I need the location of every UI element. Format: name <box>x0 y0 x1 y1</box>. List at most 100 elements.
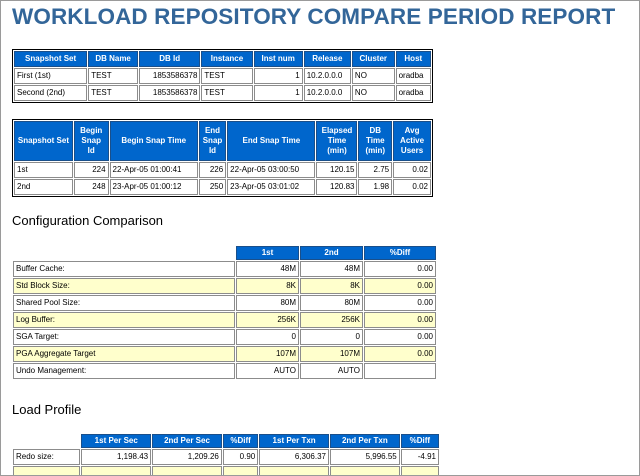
table-header-row: 1st Per Sec 2nd Per Sec %Diff 1st Per Tx… <box>13 434 439 448</box>
elapsed-time-cell: 120.83 <box>316 179 358 195</box>
table-row: Shared Pool Size: 80M 80M 0.00 <box>13 295 436 311</box>
first-value: AUTO <box>236 363 299 379</box>
end-snap-id-cell: 250 <box>198 179 227 195</box>
metric-label: Redo size: <box>13 449 81 465</box>
snap-time-table: Snapshot Set Begin Snap Id Begin Snap Ti… <box>12 119 433 197</box>
column-header: Snapshot Set <box>14 51 88 67</box>
release-cell: 10.2.0.0.0 <box>303 68 351 84</box>
column-header: End Snap Id <box>198 121 227 161</box>
diff-value: 0.00 <box>364 329 436 345</box>
begin-snap-id-cell: 248 <box>73 179 109 195</box>
end-snap-time-cell: 22-Apr-05 03:00:50 <box>227 162 316 178</box>
column-header: 1st <box>236 246 299 260</box>
column-header: DB Id <box>139 51 201 67</box>
host-cell: oradba <box>395 68 431 84</box>
first-per-txn-value: 6,306.37 <box>259 449 329 465</box>
column-header: Elapsed Time (min) <box>316 121 358 161</box>
column-header: Release <box>303 51 351 67</box>
table-row: 2nd 248 23-Apr-05 01:00:12 250 23-Apr-05… <box>14 179 431 195</box>
diff-value: 0.90 <box>222 449 259 465</box>
table-row: Redo size: 1,198.43 1,209.26 0.90 6,306.… <box>13 449 439 465</box>
column-header: Instance <box>201 51 253 67</box>
db-name-cell: TEST <box>88 68 138 84</box>
end-snap-id-cell: 226 <box>198 162 227 178</box>
partial-row-cell <box>13 466 81 475</box>
table-row: Std Block Size: 8K 8K 0.00 <box>13 278 436 294</box>
column-header: %Diff <box>222 434 259 448</box>
page-title: WORKLOAD REPOSITORY COMPARE PERIOD REPOR… <box>12 4 616 29</box>
diff-value: 0.00 <box>364 295 436 311</box>
first-value: 0 <box>236 329 299 345</box>
diff-value <box>364 363 436 379</box>
table-header-row: Snapshot Set Begin Snap Id Begin Snap Ti… <box>14 121 431 161</box>
inst-num-cell: 1 <box>253 85 303 101</box>
snapshot-set-cell: 1st <box>14 162 73 178</box>
load-section-heading: Load Profile <box>12 402 82 417</box>
partial-row-cell <box>259 466 329 475</box>
table-row: First (1st) TEST 1853586378 TEST 1 10.2.… <box>14 68 431 84</box>
column-header: %Diff <box>364 246 436 260</box>
begin-snap-time-cell: 22-Apr-05 01:00:41 <box>109 162 198 178</box>
column-header: Cluster <box>351 51 395 67</box>
partial-row-cell <box>330 466 400 475</box>
column-header: 2nd <box>300 246 363 260</box>
diff-value: -4.91 <box>400 449 439 465</box>
load-profile-table: 1st Per Sec 2nd Per Sec %Diff 1st Per Tx… <box>12 433 440 475</box>
metric-label: Buffer Cache: <box>13 261 235 277</box>
metric-label: Log Buffer: <box>13 312 235 328</box>
avg-active-users-cell: 0.02 <box>393 162 431 178</box>
avg-active-users-cell: 0.02 <box>393 179 431 195</box>
diff-value: 0.00 <box>364 278 436 294</box>
table-row: 1st 224 22-Apr-05 01:00:41 226 22-Apr-05… <box>14 162 431 178</box>
second-value: 107M <box>300 346 363 362</box>
release-cell: 10.2.0.0.0 <box>303 85 351 101</box>
column-header: 1st Per Sec <box>81 434 152 448</box>
config-section-heading: Configuration Comparison <box>12 213 164 228</box>
db-name-cell: TEST <box>88 85 138 101</box>
column-header: 2nd Per Txn <box>330 434 400 448</box>
table-row: PGA Aggregate Target 107M 107M 0.00 <box>13 346 436 362</box>
snapshot-set-cell: Second (2nd) <box>14 85 88 101</box>
db-id-cell: 1853586378 <box>139 68 201 84</box>
column-header: %Diff <box>400 434 439 448</box>
first-value: 80M <box>236 295 299 311</box>
column-header: Host <box>395 51 431 67</box>
first-value: 8K <box>236 278 299 294</box>
column-header: Begin Snap Time <box>109 121 198 161</box>
metric-label: PGA Aggregate Target <box>13 346 235 362</box>
partial-row-cell <box>400 466 439 475</box>
first-value: 107M <box>236 346 299 362</box>
table-header-row: Snapshot Set DB Name DB Id Instance Inst… <box>14 51 431 67</box>
config-table: 1st 2nd %Diff Buffer Cache: 48M 48M 0.00… <box>12 245 437 380</box>
begin-snap-id-cell: 224 <box>73 162 109 178</box>
table-row <box>13 466 439 475</box>
first-value: 256K <box>236 312 299 328</box>
table-row: Buffer Cache: 48M 48M 0.00 <box>13 261 436 277</box>
second-per-txn-value: 5,996.55 <box>330 449 400 465</box>
snapshot-set-cell: First (1st) <box>14 68 88 84</box>
db-time-cell: 2.75 <box>358 162 393 178</box>
column-header: DB Name <box>88 51 138 67</box>
diff-value: 0.00 <box>364 312 436 328</box>
blank-header <box>13 434 80 448</box>
instance-cell: TEST <box>201 68 253 84</box>
metric-label: Undo Management: <box>13 363 235 379</box>
second-value: 80M <box>300 295 363 311</box>
snapshot-set-cell: 2nd <box>14 179 73 195</box>
instance-cell: TEST <box>201 85 253 101</box>
column-header: DB Time (min) <box>358 121 393 161</box>
diff-value: 0.00 <box>364 346 436 362</box>
column-header: 2nd Per Sec <box>152 434 222 448</box>
second-value: 48M <box>300 261 363 277</box>
second-per-sec-value: 1,209.26 <box>152 449 222 465</box>
cluster-cell: NO <box>351 68 395 84</box>
cluster-cell: NO <box>351 85 395 101</box>
table-row: Second (2nd) TEST 1853586378 TEST 1 10.2… <box>14 85 431 101</box>
host-cell: oradba <box>395 85 431 101</box>
second-value: 256K <box>300 312 363 328</box>
metric-label: SGA Target: <box>13 329 235 345</box>
snapshot-table: Snapshot Set DB Name DB Id Instance Inst… <box>12 49 433 103</box>
elapsed-time-cell: 120.15 <box>316 162 358 178</box>
column-header: Inst num <box>253 51 303 67</box>
